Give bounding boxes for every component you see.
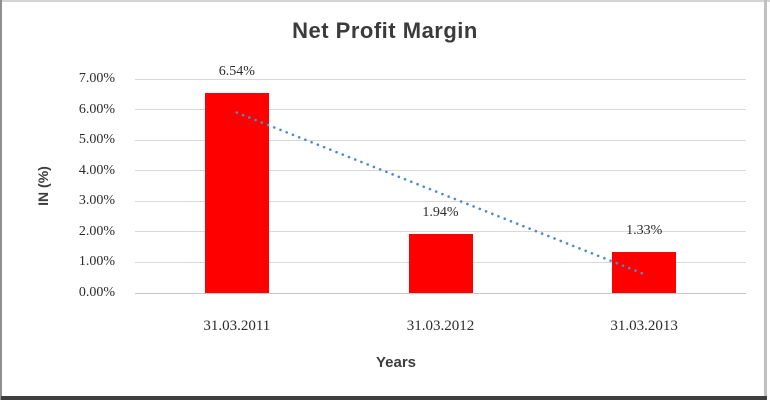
x-axis-line [135, 292, 746, 294]
y-tick-label: 2.00% [78, 223, 115, 239]
bar [204, 93, 269, 293]
y-tick-label: 6.00% [78, 101, 115, 117]
bar-data-label: 1.33% [626, 223, 663, 239]
frame-border-top [0, 0, 770, 2]
bar [408, 233, 473, 293]
y-tick-label: 7.00% [78, 71, 115, 86]
x-tick-label: 31.03.2012 [406, 318, 475, 334]
y-tick-label: 5.00% [78, 132, 115, 148]
gridline [135, 78, 746, 80]
x-tick-label: 31.03.2011 [203, 318, 271, 334]
bar-data-label: 1.94% [422, 204, 459, 220]
y-tick-label: 1.00% [78, 254, 115, 270]
frame-border-bottom [1, 396, 767, 400]
bar-data-label: 6.54% [218, 64, 255, 80]
bar [612, 252, 677, 293]
gridline [135, 109, 746, 111]
x-tick-label: 31.03.2013 [610, 318, 678, 334]
frame-border-right [764, 0, 767, 398]
x-axis-title: Years [375, 354, 417, 371]
y-tick-label: 4.00% [78, 162, 115, 178]
y-tick-label: 3.00% [78, 193, 115, 209]
chart-title: Net Profit Margin [292, 18, 478, 43]
frame-border-left [0, 0, 2, 400]
y-tick-label: 0.00% [78, 285, 115, 300]
